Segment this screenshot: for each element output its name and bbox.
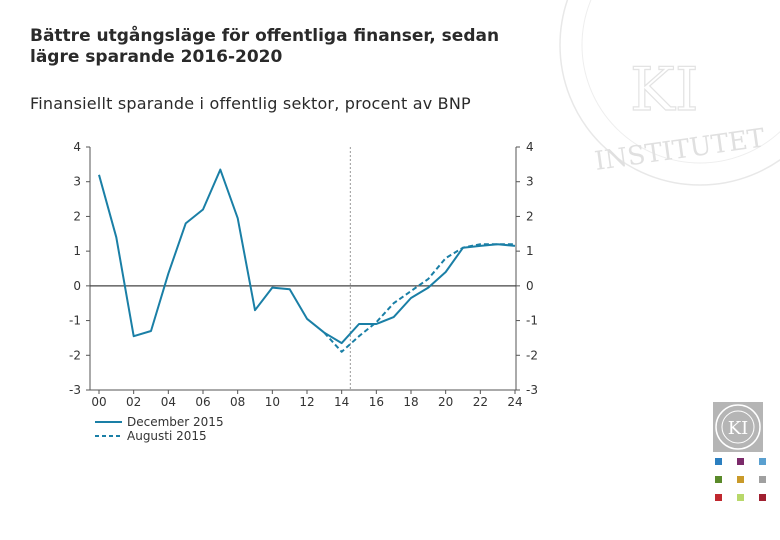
x-tick-label: 22 [473, 395, 488, 409]
chart-subtitle: Finansiellt sparande i offentlig sektor,… [30, 94, 471, 113]
series-line-december-2015 [98, 168, 516, 345]
y-tick-label-left: 4 [73, 140, 81, 154]
x-tick-label: 16 [369, 395, 384, 409]
legend: December 2015 Augusti 2015 [95, 415, 224, 443]
ki-logo-text: KI [728, 418, 749, 439]
color-swatch [715, 476, 722, 483]
y-tick-label-right: 3 [526, 175, 534, 189]
plot-area: 4 43 32 21 10 0-1 -1-2 -2-3 -300 02 04 06 08 10 12 14 16… [69, 140, 538, 409]
y-tick-label-left: 2 [73, 209, 81, 223]
x-tick-label: 10 [265, 395, 280, 409]
ki-logo: KI [713, 402, 763, 452]
y-tick-label-right: 0 [526, 279, 534, 293]
x-tick-label: 08 [230, 395, 245, 409]
color-swatch [759, 494, 766, 501]
y-tick-label-left: -2 [69, 348, 81, 362]
x-tick-label: 12 [299, 395, 314, 409]
x-tick-label: 20 [438, 395, 453, 409]
color-swatch [759, 476, 766, 483]
y-tick-label-left: 3 [73, 175, 81, 189]
y-tick-label-right: 4 [526, 140, 534, 154]
y-tick-label-right: 2 [526, 209, 534, 223]
y-tick-label-right: -3 [526, 383, 538, 397]
y-tick-label-right: 1 [526, 244, 534, 258]
series-line-augusti-2015 [323, 243, 515, 353]
y-tick-label-right: -1 [526, 314, 538, 328]
x-tick-label: 06 [195, 395, 210, 409]
color-swatch-grid [715, 458, 766, 501]
color-swatch [715, 494, 722, 501]
color-swatch [715, 458, 722, 465]
legend-label-augusti: Augusti 2015 [127, 429, 207, 443]
y-tick-label-right: -2 [526, 348, 538, 362]
y-tick-label-left: 1 [73, 244, 81, 258]
y-tick-label-left: -1 [69, 314, 81, 328]
chart-marks [98, 168, 516, 353]
x-tick-label: 18 [403, 395, 418, 409]
legend-label-december: December 2015 [127, 415, 224, 429]
color-swatch [737, 476, 744, 483]
y-tick-label-left: 0 [73, 279, 81, 293]
y-tick-label-left: -3 [69, 383, 81, 397]
color-swatch [759, 458, 766, 465]
watermark-text: KI [630, 55, 699, 125]
chart-title: Bättre utgångsläge för offentliga finans… [30, 26, 500, 67]
x-tick-label: 04 [161, 395, 176, 409]
color-swatch [737, 494, 744, 501]
x-tick-label: 00 [91, 395, 106, 409]
x-tick-label: 14 [334, 395, 349, 409]
watermark-seal: KI INSTITUTET [559, 0, 780, 186]
color-swatch [737, 458, 744, 465]
x-tick-label: 24 [507, 395, 522, 409]
x-tick-label: 02 [126, 395, 141, 409]
